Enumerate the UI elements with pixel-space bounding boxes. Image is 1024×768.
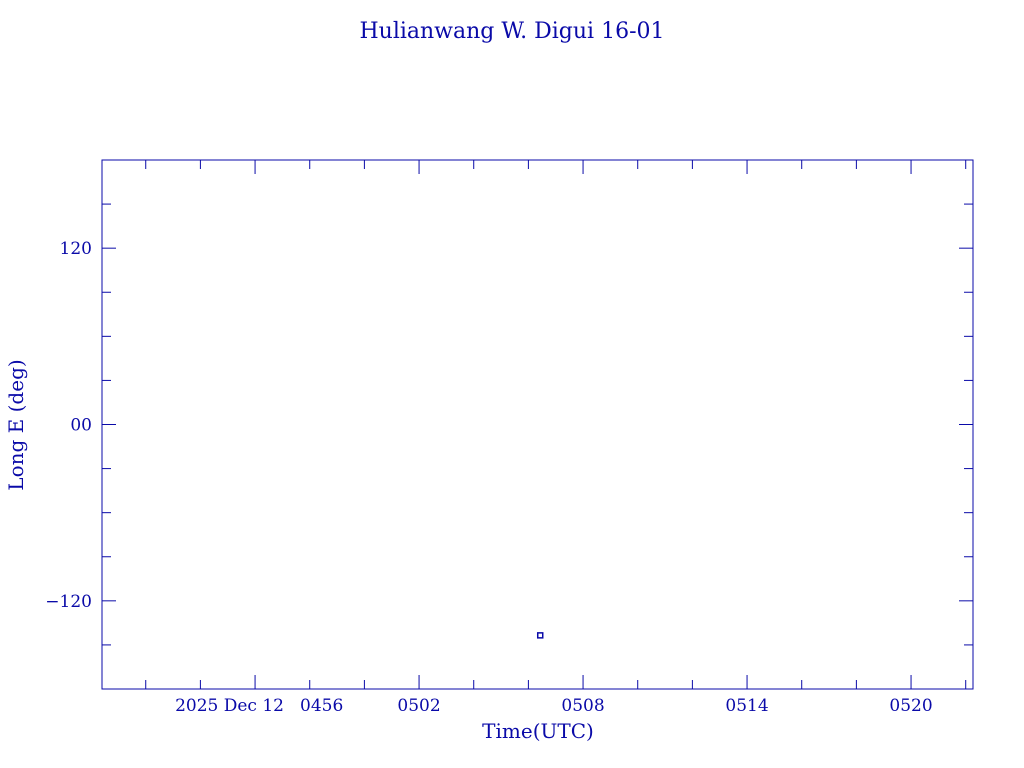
date-label: 2025 Dec 12 (175, 696, 284, 716)
x-tick-label: 0514 (725, 696, 768, 716)
x-tick-label: 0502 (397, 696, 440, 716)
y-axis-label: Long E (deg) (4, 359, 28, 490)
x-tick-label: 0456 (300, 696, 343, 716)
y-tick-label: 120 (60, 239, 92, 259)
data-point (536, 632, 544, 639)
chart-title: Hulianwang W. Digui 16-01 (359, 19, 664, 44)
y-tick-label: −120 (45, 592, 92, 612)
x-tick-label: 0520 (889, 696, 932, 716)
y-tick-label: 00 (70, 416, 92, 436)
x-tick-label: 0508 (561, 696, 604, 716)
x-axis-label: Time(UTC) (482, 719, 594, 743)
plot-frame (101, 159, 974, 690)
